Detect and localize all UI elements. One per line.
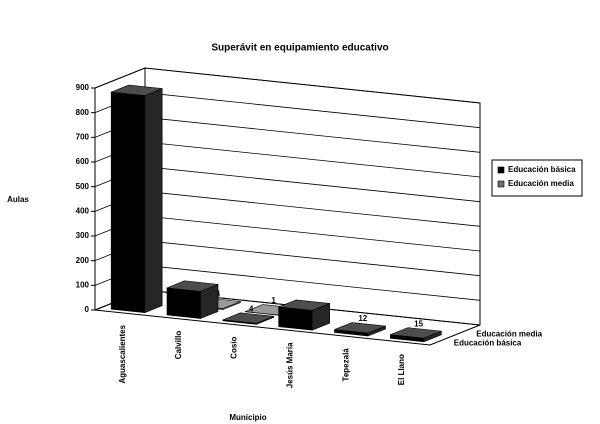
bar-front (166, 287, 201, 319)
bar-top (166, 280, 219, 292)
bar-top (111, 84, 163, 96)
bar-front (278, 306, 313, 331)
y-tick-label: 700 (76, 132, 90, 141)
y-tick-label: 400 (76, 206, 90, 215)
bar-top (278, 299, 330, 311)
value-label: 4 (249, 304, 254, 313)
y-axis-title: Aulas (7, 195, 29, 204)
x-tick-label: El Llano (397, 354, 406, 385)
depth-label: Educación media (476, 330, 542, 339)
bar-top (390, 327, 442, 339)
y-tick-label: 500 (76, 182, 90, 191)
x-axis-title: Municipio (229, 413, 266, 422)
y-tick-label: 800 (76, 108, 90, 117)
x-tick-label: Jesús María (286, 342, 295, 388)
chart-title: Superávit en equipamiento educativo (211, 43, 388, 54)
value-label: 12 (358, 314, 367, 323)
bar (110, 84, 163, 314)
x-tick-label: Cosío (230, 336, 239, 358)
legend-swatch (497, 166, 505, 174)
bar-side (144, 88, 163, 314)
bar (222, 312, 275, 325)
y-tick-label: 900 (76, 83, 90, 92)
x-tick-label: Tepezalá (341, 348, 350, 382)
legend-label: Educación básica (508, 165, 576, 174)
value-label: 1 (271, 296, 276, 305)
grid-line (94, 67, 481, 104)
bar (390, 327, 442, 343)
bar-top (222, 312, 274, 324)
depth-label: Educación básica (454, 339, 522, 348)
y-tick-label: 600 (76, 157, 90, 166)
bar (278, 299, 330, 331)
bar (166, 280, 219, 319)
value-label: 15 (414, 319, 423, 328)
bar-top (334, 322, 386, 334)
bar (334, 322, 386, 337)
x-tick-label: Calvillo (174, 331, 183, 360)
bar-front (110, 91, 145, 313)
x-tick-label: Aguascalientes (118, 324, 127, 383)
y-tick-label: 300 (76, 231, 90, 240)
y-tick-label: 0 (85, 305, 90, 314)
legend-box (491, 159, 583, 197)
legend-swatch (497, 180, 505, 188)
y-tick-label: 100 (76, 280, 90, 289)
legend-label: Educación media (508, 179, 574, 188)
y-tick-label: 200 (76, 256, 90, 265)
